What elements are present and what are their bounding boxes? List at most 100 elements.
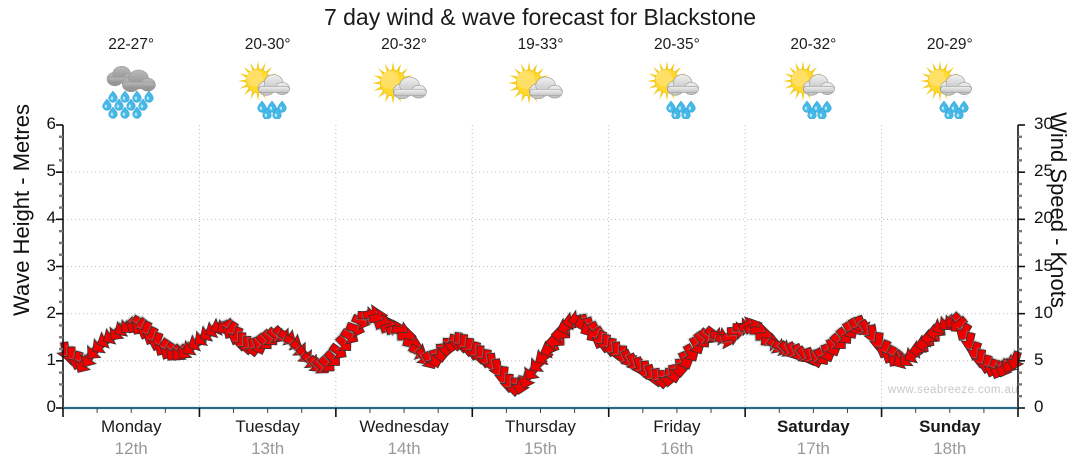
wind-direction-arrow: [264, 326, 284, 344]
wind-direction-arrow: [275, 328, 296, 346]
wind-direction-arrow: [920, 327, 941, 348]
wind-direction-arrow: [378, 317, 400, 338]
day-date: 17th: [796, 439, 830, 458]
wind-direction-arrow: [840, 320, 859, 340]
day-date: 18th: [933, 439, 967, 458]
x-label-sunday: Sunday 18th: [882, 416, 1018, 460]
wind-direction-arrow: [187, 333, 208, 352]
wind-direction-arrow: [635, 359, 656, 380]
wind-direction-arrow: [270, 324, 289, 342]
right-tick-label: 20: [1034, 208, 1053, 228]
temperature-range: 19-33°: [517, 36, 564, 53]
wind-direction-arrow: [748, 320, 770, 341]
page-title: 7 day wind & wave forecast for Blackston…: [323, 4, 757, 30]
day-name: Wednesday: [359, 417, 449, 436]
wind-direction-arrow: [681, 342, 700, 362]
wind-direction-arrow: [396, 326, 417, 347]
wind-direction-arrow: [1005, 348, 1025, 371]
wind-direction-arrow: [338, 327, 359, 345]
wind-direction-arrow: [259, 328, 278, 346]
wind-direction-arrow: [217, 316, 236, 335]
sun-cloud-rain-icon: [640, 57, 714, 119]
cloud-icon: [939, 74, 972, 96]
wind-direction-arrow: [61, 345, 82, 366]
right-tick-label: 25: [1034, 161, 1053, 181]
right-tick-label: 15: [1034, 255, 1053, 275]
wind-direction-arrow: [343, 319, 365, 339]
wind-direction-arrow: [976, 352, 997, 375]
left-tick-label: 1: [46, 349, 56, 369]
wind-direction-arrow: [601, 336, 622, 358]
wind-direction-arrow: [349, 312, 371, 331]
wind-direction-arrow: [147, 330, 167, 352]
cloud-icon: [666, 74, 699, 96]
cloud-icon: [529, 76, 564, 100]
wind-direction-arrow: [222, 318, 240, 340]
wind-direction-arrow: [663, 363, 684, 384]
wind-direction-arrow: [702, 325, 722, 343]
wind-direction-arrow: [567, 308, 589, 329]
wind-direction-arrow: [315, 355, 335, 372]
sun-cloud-rain-icon: [776, 57, 850, 119]
wind-direction-arrow: [67, 349, 87, 371]
wind-direction-arrow: [925, 322, 947, 343]
wind-direction-arrow: [481, 351, 502, 373]
day-name: Friday: [653, 417, 701, 436]
temperature-range: 20-32°: [790, 36, 837, 53]
wind-direction-arrow: [595, 332, 616, 354]
x-label-monday: Monday 12th: [63, 416, 199, 460]
x-label-tuesday: Tuesday 13th: [199, 416, 335, 460]
day-name: Tuesday: [235, 417, 300, 436]
wind-direction-arrow: [535, 346, 554, 366]
cloud-icon: [393, 76, 427, 100]
x-axis-day-labels: Monday 12th Tuesday 13th Wednesday 14th Thursd…: [63, 416, 1018, 471]
wind-direction-arrow: [413, 346, 432, 365]
wind-direction-arrow: [524, 360, 541, 381]
wind-direction-arrow: [177, 339, 195, 359]
day-header-friday: 20-35°: [609, 36, 745, 119]
wind-direction-arrow: [227, 324, 246, 346]
day-header-strip: 22-27°: [63, 36, 1018, 124]
wind-direction-arrow: [510, 373, 531, 395]
wind-direction-arrow: [361, 304, 383, 325]
wind-direction-arrow: [725, 320, 747, 342]
wind-direction-arrow: [436, 336, 457, 358]
wind-direction-arrow: [624, 352, 643, 372]
day-header-saturday: 20-32°: [745, 36, 881, 119]
day-date: 15th: [523, 439, 558, 458]
right-tick-label: 30: [1034, 114, 1053, 133]
wind-direction-arrow: [764, 336, 785, 354]
right-tick-label: 5: [1034, 349, 1044, 369]
cloud-icon: [257, 74, 290, 96]
wind-direction-arrow: [544, 331, 566, 352]
day-name: Sunday: [919, 417, 981, 436]
wind-direction-arrow: [892, 350, 912, 370]
wind-direction-arrow: [955, 320, 973, 341]
wind-direction-arrow: [298, 351, 318, 369]
wind-direction-arrow: [687, 335, 706, 355]
wind-direction-arrow: [447, 330, 468, 352]
wind-direction-arrow: [629, 355, 650, 376]
wind-direction-arrow: [827, 332, 846, 350]
raindrop-icon: [102, 90, 154, 119]
wind-direction-arrow: [80, 346, 97, 368]
wind-direction-arrow: [293, 345, 313, 363]
x-label-thursday: Thursday 15th: [472, 416, 608, 460]
raindrop-icon: [939, 100, 969, 119]
wind-direction-arrow: [142, 324, 160, 346]
sun-icon: [919, 61, 960, 101]
wind-direction-arrow: [125, 312, 143, 334]
wind-direction-arrow: [811, 346, 830, 366]
wind-direction-arrow: [321, 349, 340, 366]
left-tick-label: 5: [46, 161, 56, 181]
wind-direction-arrow: [136, 318, 155, 340]
wind-direction-arrow: [658, 366, 679, 388]
sun-cloud-icon: [367, 57, 441, 119]
wind-direction-arrow: [556, 316, 577, 337]
wind-direction-arrow: [881, 343, 899, 364]
wind-direction-arrow: [199, 323, 219, 342]
day-name: Thursday: [505, 417, 576, 436]
wind-direction-arrow: [131, 315, 149, 335]
temperature-range: 20-30°: [244, 36, 291, 53]
wind-direction-arrow: [172, 341, 189, 361]
